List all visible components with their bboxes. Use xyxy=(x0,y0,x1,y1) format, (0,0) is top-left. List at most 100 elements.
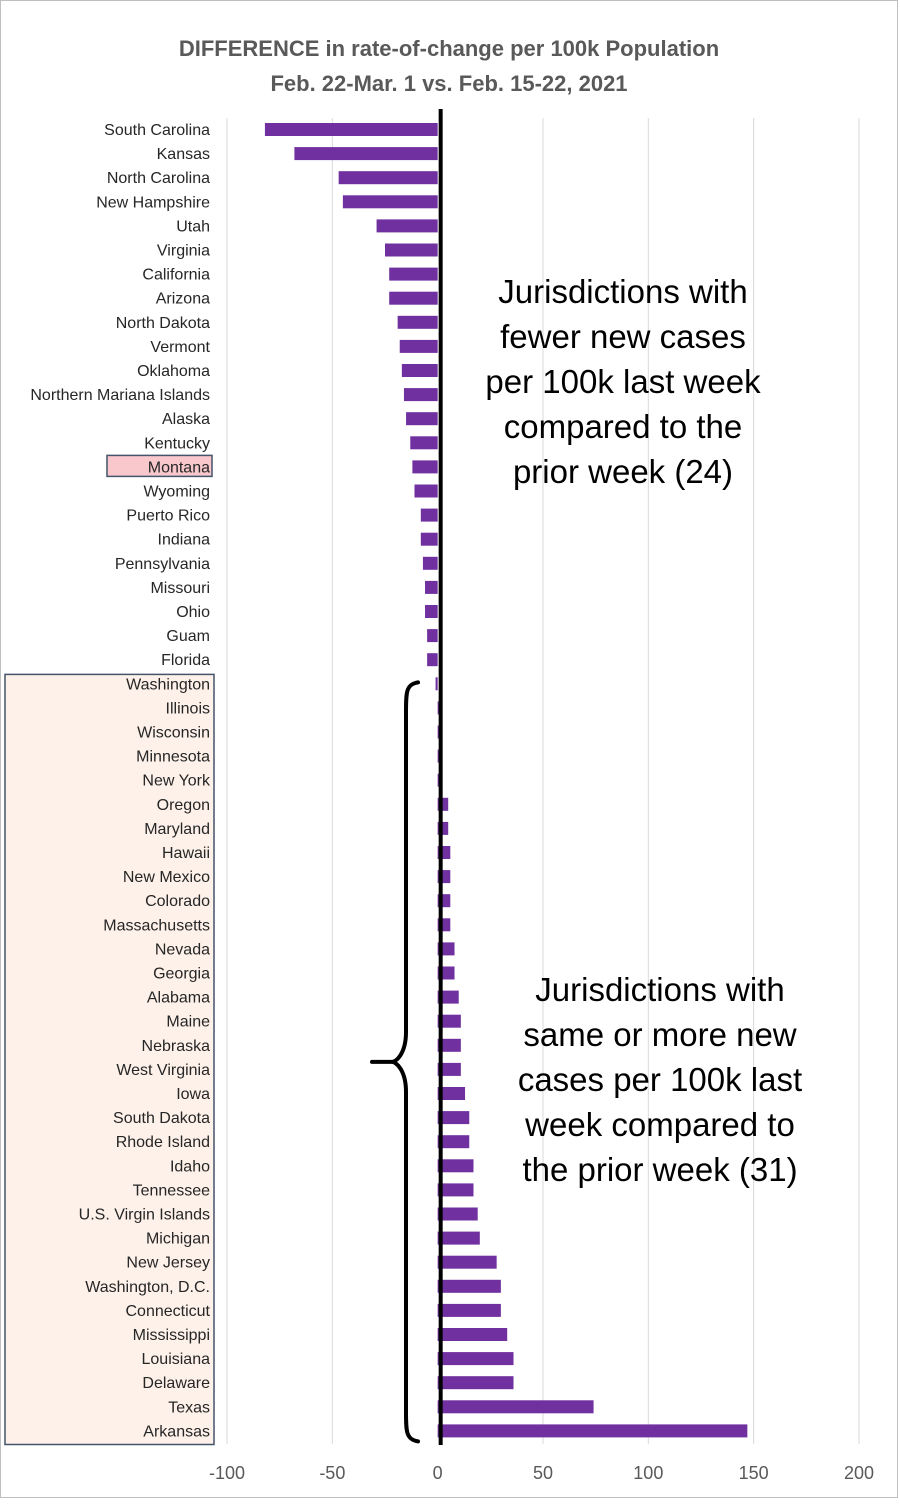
bars xyxy=(264,123,748,1438)
annotation-line: compared to the xyxy=(504,408,742,445)
bar xyxy=(437,797,449,811)
category-labels: South Carolina Kansas North Carolina New Ha… xyxy=(30,122,211,1440)
bar xyxy=(389,267,438,281)
bar xyxy=(437,1303,501,1317)
category-label: Washington, D.C. xyxy=(85,1279,210,1296)
category-label: California xyxy=(142,267,210,284)
annotation-line: fewer new cases xyxy=(500,318,746,355)
chart-title: DIFFERENCE in rate-of-change per 100k Po… xyxy=(179,36,719,61)
category-label: Kentucky xyxy=(144,435,210,452)
bar xyxy=(437,1424,748,1438)
bar xyxy=(425,605,438,618)
category-label: Idaho xyxy=(170,1158,210,1175)
x-tick-label: -50 xyxy=(319,1463,345,1483)
category-label: Virginia xyxy=(157,243,210,260)
category-label: Montana xyxy=(148,459,210,476)
bar xyxy=(435,677,438,691)
bar xyxy=(437,1014,461,1028)
annotation-overlay: Jurisdictions with fewer new cases per 100… xyxy=(370,109,802,1445)
category-label: North Dakota xyxy=(116,315,210,332)
bar xyxy=(437,990,459,1004)
category-label: Missouri xyxy=(150,580,210,597)
bar xyxy=(342,195,438,209)
category-label: Ohio xyxy=(176,604,210,621)
bar xyxy=(437,1231,480,1245)
category-label: Alaska xyxy=(162,411,210,428)
category-label: Iowa xyxy=(176,1086,210,1103)
category-label: Arizona xyxy=(156,291,210,308)
category-label: Connecticut xyxy=(126,1303,211,1320)
bar xyxy=(294,147,438,161)
category-label: Maine xyxy=(166,1014,210,1031)
category-label: South Carolina xyxy=(104,122,210,139)
category-label: Michigan xyxy=(146,1231,210,1248)
bar xyxy=(437,749,440,763)
x-tick-label: 50 xyxy=(533,1463,553,1483)
bar xyxy=(437,1400,594,1414)
bar xyxy=(427,629,438,643)
category-label: Maryland xyxy=(144,821,210,838)
bar xyxy=(406,412,438,426)
annotation-line: prior week (24) xyxy=(513,453,733,490)
bar xyxy=(437,1207,478,1221)
category-label: Delaware xyxy=(142,1375,210,1392)
bar xyxy=(403,388,438,402)
category-label: New York xyxy=(142,773,211,790)
bar xyxy=(437,1255,497,1269)
category-label: New Hampshire xyxy=(96,194,210,211)
bar xyxy=(437,1135,470,1149)
x-tick-label: 0 xyxy=(433,1463,443,1483)
curly-brace xyxy=(370,680,420,1444)
bar xyxy=(437,1159,474,1173)
category-label: Minnesota xyxy=(136,749,210,766)
category-label: Mississippi xyxy=(133,1327,210,1344)
x-tick-label: 200 xyxy=(844,1463,874,1483)
category-label: Texas xyxy=(168,1399,210,1416)
category-label: U.S. Virgin Islands xyxy=(79,1207,210,1224)
annotation-line: cases per 100k last xyxy=(518,1061,802,1098)
category-label: Pennsylvania xyxy=(115,556,210,573)
bar xyxy=(437,1062,461,1076)
bar xyxy=(389,291,438,305)
category-label: Florida xyxy=(161,652,210,669)
category-label: Wyoming xyxy=(143,484,210,501)
category-label: Colorado xyxy=(145,893,210,910)
category-label: Illinois xyxy=(166,700,210,717)
annotation-line: the prior week (31) xyxy=(522,1151,797,1188)
category-label: Rhode Island xyxy=(116,1134,210,1151)
category-label: Oregon xyxy=(157,797,210,814)
bar xyxy=(264,123,438,136)
bar xyxy=(422,556,438,570)
bar xyxy=(437,1328,508,1341)
category-label: Indiana xyxy=(158,532,211,549)
category-label: Kansas xyxy=(157,146,210,163)
category-label: Utah xyxy=(176,218,210,235)
bar xyxy=(420,508,438,522)
bar xyxy=(437,1038,461,1052)
category-label: Wisconsin xyxy=(137,725,210,742)
category-label: Washington xyxy=(126,676,210,693)
bar xyxy=(437,1352,514,1366)
category-label: Puerto Rico xyxy=(126,508,210,525)
category-label: Nebraska xyxy=(142,1038,211,1055)
category-label: Arkansas xyxy=(143,1423,210,1440)
bar xyxy=(437,701,440,715)
category-label: Nevada xyxy=(155,941,210,958)
annotation-line: per 100k last week xyxy=(485,363,761,400)
category-label: Vermont xyxy=(150,339,210,356)
bar xyxy=(437,725,440,739)
bar xyxy=(401,364,438,377)
category-label: Massachusetts xyxy=(103,917,210,934)
bar xyxy=(437,1376,514,1390)
annotation-line: Jurisdictions with xyxy=(535,971,784,1008)
bar xyxy=(437,1279,501,1293)
bar xyxy=(437,1183,474,1197)
category-highlight-box xyxy=(106,454,213,478)
annotation-line: same or more new xyxy=(523,1016,796,1053)
bar xyxy=(437,1111,470,1125)
category-label: Louisiana xyxy=(142,1351,211,1368)
bar xyxy=(338,171,438,185)
category-label: Guam xyxy=(166,628,210,645)
